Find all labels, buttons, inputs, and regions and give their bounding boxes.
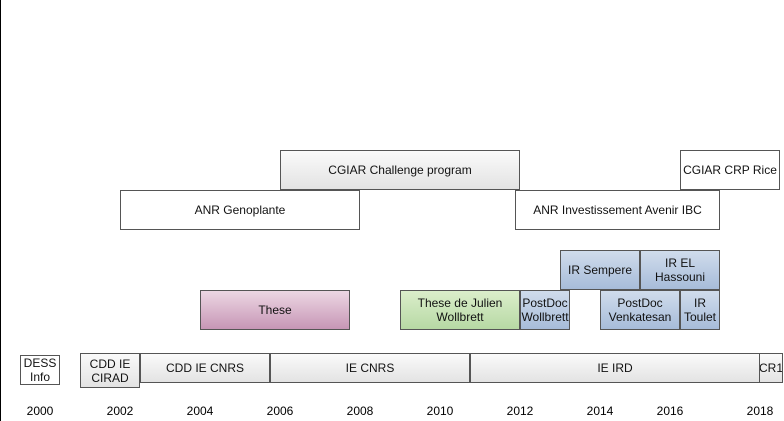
timeline-bar-anr-genoplante: ANR Genoplante (120, 190, 360, 230)
year-tick-label: 2018 (746, 404, 774, 418)
year-tick-label: 2010 (426, 404, 454, 418)
timeline-bar-cr1: CR1 (759, 353, 783, 383)
year-tick-label: 2008 (346, 404, 374, 418)
year-tick-label: 2002 (106, 404, 134, 418)
left-axis-line (0, 0, 1, 421)
timeline-bar-ie-cnrs: IE CNRS (270, 353, 470, 383)
timeline-bar-these: These (200, 290, 350, 330)
timeline-bar-dess-info: DESS Info (20, 355, 60, 385)
timeline-bar-cdd-ie-cnrs: CDD IE CNRS (140, 353, 270, 383)
year-tick-label: 2004 (186, 404, 214, 418)
year-tick-label: 2006 (266, 404, 294, 418)
timeline-bar-ir-el-hassouni: IR EL Hassouni (640, 250, 720, 290)
timeline-bar-ie-ird: IE IRD (470, 353, 760, 383)
year-tick-label: 2012 (506, 404, 534, 418)
timeline-bar-postdoc-venkatesan: PostDoc Venkatesan (600, 290, 680, 330)
timeline-bar-these-wollbrett: These de Julien Wollbrett (400, 290, 520, 330)
timeline-bar-cgiar-crp-rice: CGIAR CRP Rice (680, 150, 780, 190)
timeline-bar-ir-sempere: IR Sempere (560, 250, 640, 290)
year-tick-label: 2014 (586, 404, 614, 418)
year-tick-label: 2016 (656, 404, 684, 418)
year-tick-label: 2000 (26, 404, 54, 418)
timeline-bar-cgiar-challenge: CGIAR Challenge program (280, 150, 520, 190)
timeline-bar-anr-ibc: ANR Investissement Avenir IBC (515, 190, 720, 230)
timeline-bar-ir-toulet: IR Toulet (680, 290, 720, 330)
timeline-bar-cdd-ie-cirad: CDD IE CIRAD (80, 353, 140, 388)
timeline-bar-postdoc-wollbrett: PostDoc Wollbrett (520, 290, 570, 330)
